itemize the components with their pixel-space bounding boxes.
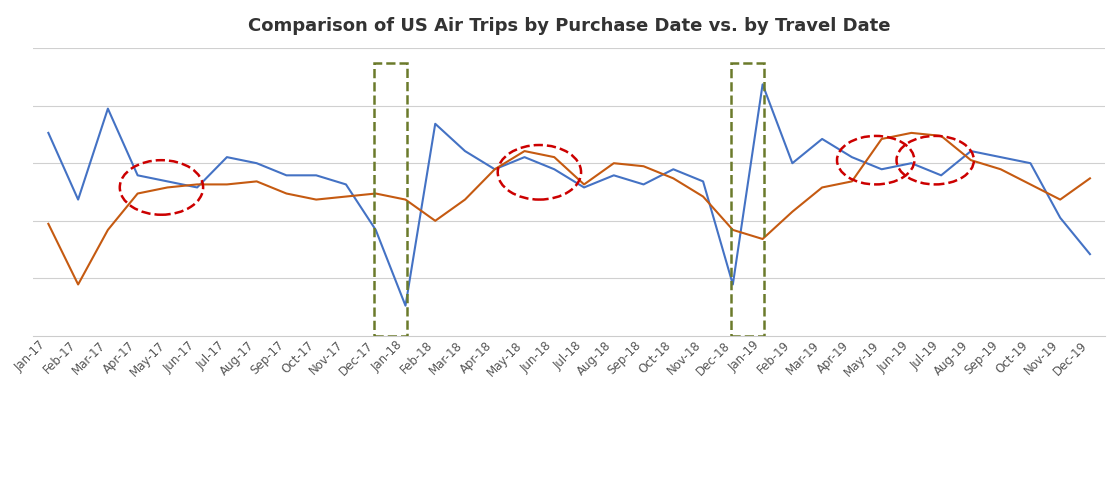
- Pax by Travel Date: [250, 179, 263, 184]
- Pax by Travel Date: [1023, 181, 1037, 187]
- Pax by Purchase Date: [875, 167, 888, 172]
- Pax by Travel Date: [488, 167, 501, 172]
- Pax by Purchase Date: [607, 172, 620, 178]
- Pax by Travel Date: [637, 163, 651, 169]
- Pax by Travel Date: [875, 136, 888, 142]
- Pax by Purchase Date: [459, 148, 472, 154]
- Pax by Travel Date: [1084, 176, 1097, 181]
- Pax by Purchase Date: [41, 130, 55, 136]
- Pax by Purchase Date: [220, 154, 233, 160]
- Pax by Purchase Date: [250, 160, 263, 166]
- Line: Pax by Travel Date: Pax by Travel Date: [48, 133, 1090, 285]
- Pax by Purchase Date: [577, 185, 590, 191]
- Pax by Purchase Date: [934, 172, 947, 178]
- Pax by Purchase Date: [696, 179, 710, 184]
- Pax by Travel Date: [905, 130, 918, 136]
- Pax by Travel Date: [41, 221, 55, 227]
- Pax by Purchase Date: [637, 181, 651, 187]
- Pax by Purchase Date: [369, 227, 383, 233]
- Pax by Travel Date: [1054, 197, 1067, 203]
- Pax by Purchase Date: [845, 154, 858, 160]
- Pax by Purchase Date: [191, 185, 204, 191]
- Pax by Purchase Date: [102, 106, 115, 111]
- Pax by Travel Date: [161, 185, 174, 191]
- Pax by Travel Date: [131, 191, 144, 196]
- Pax by Travel Date: [548, 154, 561, 160]
- Title: Comparison of US Air Trips by Purchase Date vs. by Travel Date: Comparison of US Air Trips by Purchase D…: [248, 17, 891, 36]
- Pax by Travel Date: [459, 197, 472, 203]
- Pax by Purchase Date: [994, 154, 1008, 160]
- Bar: [731, 63, 764, 336]
- Pax by Travel Date: [607, 160, 620, 166]
- Pax by Travel Date: [696, 193, 710, 199]
- Pax by Travel Date: [845, 179, 858, 184]
- Pax by Purchase Date: [518, 154, 531, 160]
- Pax by Travel Date: [727, 227, 740, 233]
- Pax by Travel Date: [786, 209, 799, 215]
- Pax by Travel Date: [518, 148, 531, 154]
- Pax by Travel Date: [339, 193, 353, 199]
- Pax by Purchase Date: [905, 160, 918, 166]
- Pax by Purchase Date: [816, 136, 829, 142]
- Pax by Purchase Date: [488, 167, 501, 172]
- Pax by Travel Date: [816, 185, 829, 191]
- Pax by Purchase Date: [1023, 160, 1037, 166]
- Pax by Travel Date: [666, 176, 680, 181]
- Pax by Purchase Date: [71, 197, 85, 203]
- Pax by Travel Date: [191, 181, 204, 187]
- Pax by Travel Date: [577, 181, 590, 187]
- Pax by Purchase Date: [756, 82, 769, 87]
- Pax by Purchase Date: [1084, 251, 1097, 257]
- Pax by Travel Date: [934, 133, 947, 139]
- Pax by Purchase Date: [131, 172, 144, 178]
- Pax by Purchase Date: [429, 121, 442, 127]
- Pax by Travel Date: [71, 282, 85, 288]
- Bar: [374, 63, 407, 336]
- Pax by Purchase Date: [727, 282, 740, 288]
- Line: Pax by Purchase Date: Pax by Purchase Date: [48, 84, 1090, 306]
- Pax by Travel Date: [756, 236, 769, 242]
- Pax by Travel Date: [309, 197, 323, 203]
- Pax by Purchase Date: [1054, 215, 1067, 221]
- Pax by Purchase Date: [280, 172, 294, 178]
- Pax by Purchase Date: [964, 148, 978, 154]
- Pax by Purchase Date: [161, 179, 174, 184]
- Pax by Purchase Date: [786, 160, 799, 166]
- Pax by Purchase Date: [666, 167, 680, 172]
- Pax by Travel Date: [220, 181, 233, 187]
- Pax by Travel Date: [964, 157, 978, 163]
- Pax by Travel Date: [398, 197, 412, 203]
- Pax by Travel Date: [280, 191, 294, 196]
- Pax by Travel Date: [429, 218, 442, 224]
- Pax by Purchase Date: [548, 167, 561, 172]
- Pax by Travel Date: [369, 191, 383, 196]
- Pax by Purchase Date: [398, 303, 412, 309]
- Pax by Purchase Date: [309, 172, 323, 178]
- Pax by Purchase Date: [339, 181, 353, 187]
- Pax by Travel Date: [994, 167, 1008, 172]
- Pax by Travel Date: [102, 227, 115, 233]
